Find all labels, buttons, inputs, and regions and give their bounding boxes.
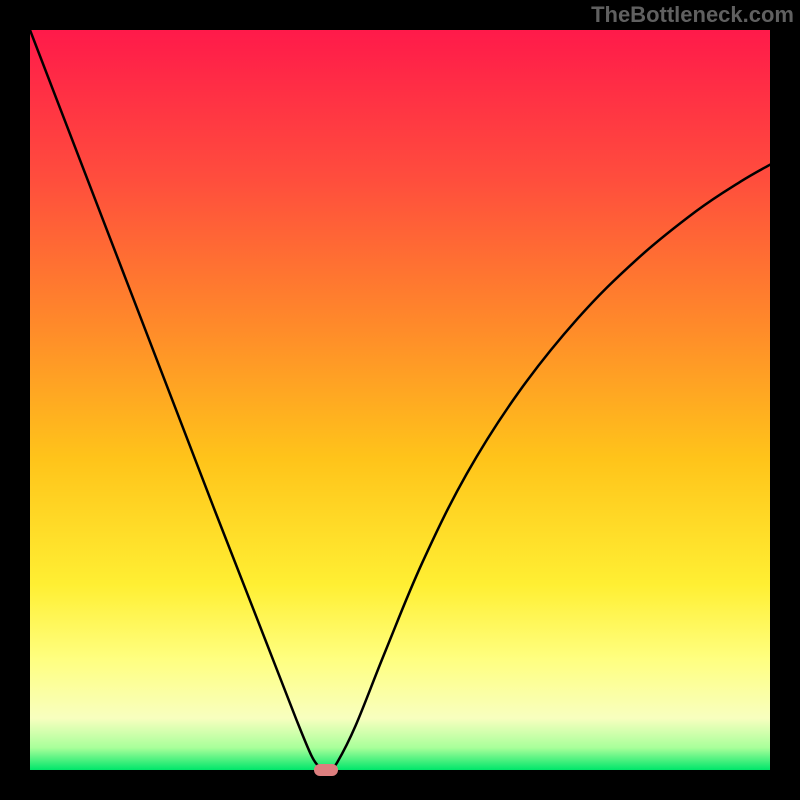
optimal-point-marker [314, 764, 338, 776]
bottleneck-curve [30, 30, 770, 770]
watermark-text: TheBottleneck.com [591, 2, 794, 28]
plot-area [30, 30, 770, 770]
chart-frame: TheBottleneck.com [0, 0, 800, 800]
